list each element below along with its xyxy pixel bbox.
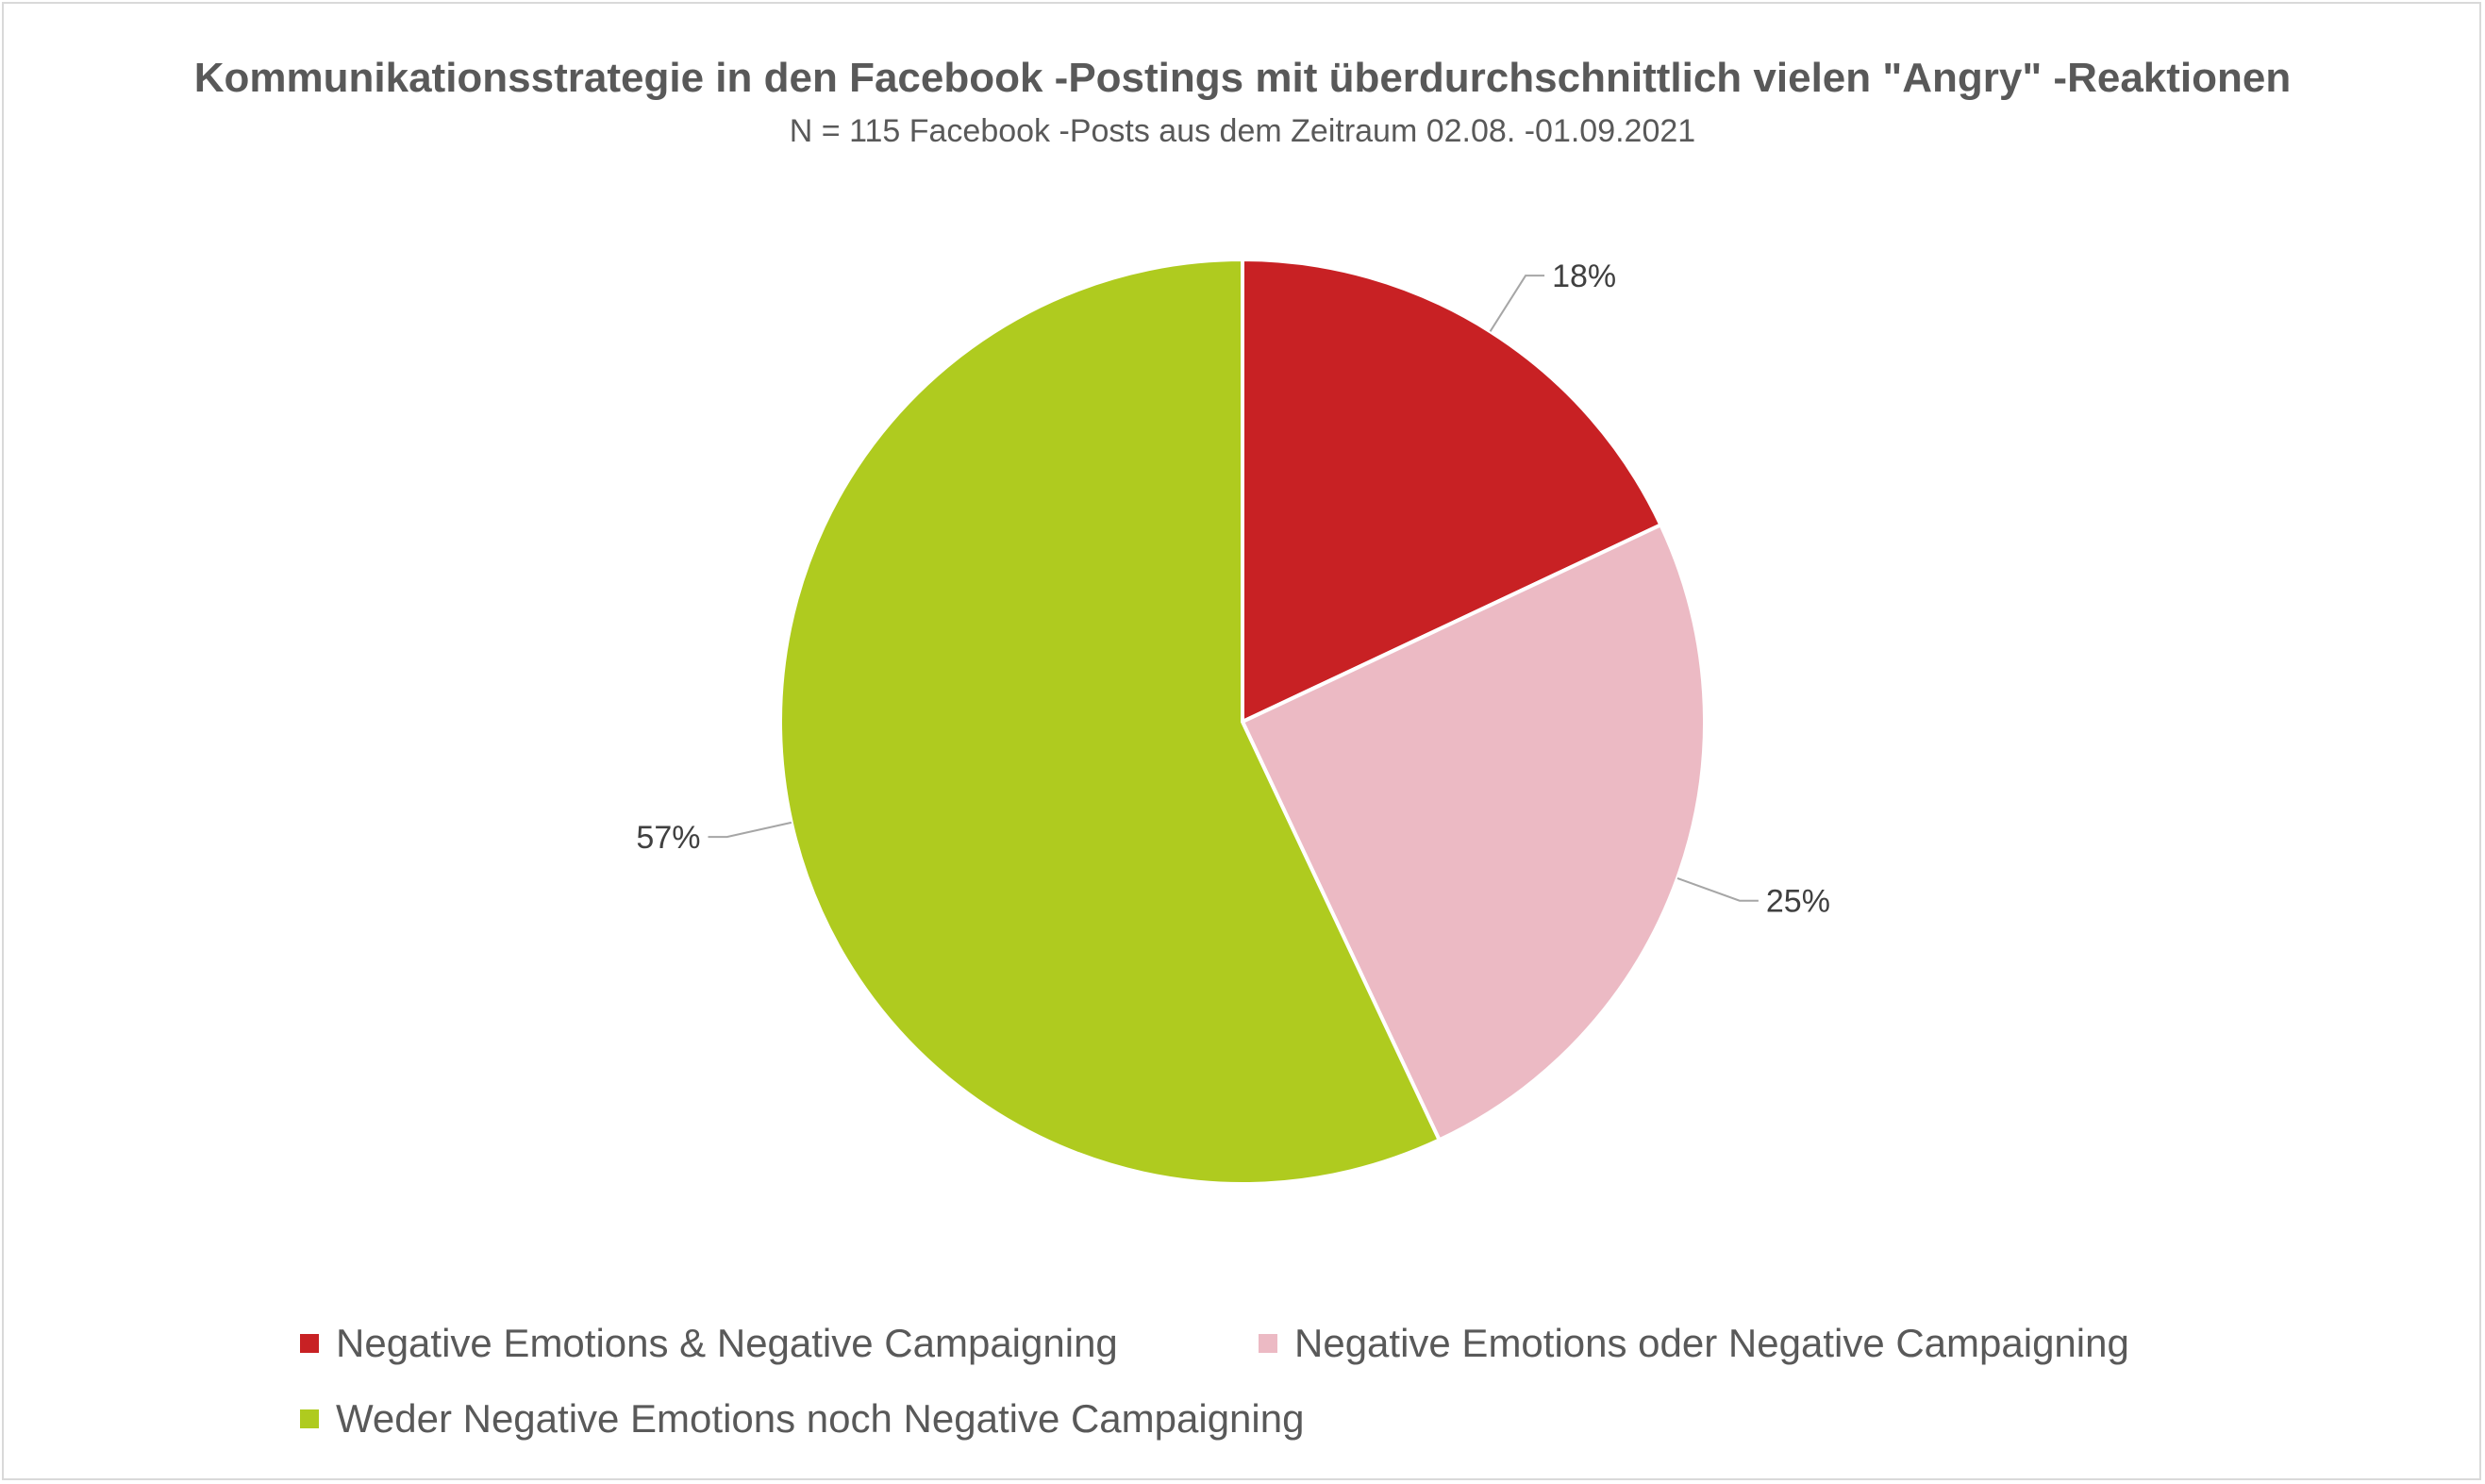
legend-label: Negative Emotions & Negative Campaigning (336, 1321, 1118, 1365)
slice-negative-emotions-and-campaigning (1241, 257, 1664, 725)
legend-swatch (300, 1409, 319, 1428)
data-label-57: 57% (636, 820, 700, 856)
data-label-25: 25% (1766, 884, 1830, 920)
legend-swatch (300, 1334, 319, 1353)
legend-item-negative-emotions-or-campaigning: Negative Emotions oder Negative Campaign… (1259, 1321, 2129, 1366)
chart-title: Kommunikationsstrategie in den Facebook … (193, 55, 2292, 101)
legend-item-neither: Weder Negative Emotions noch Negative Ca… (300, 1396, 1304, 1442)
legend-item-negative-emotions-and-campaigning: Negative Emotions & Negative Campaigning (300, 1321, 1118, 1366)
leader-line (708, 821, 792, 839)
legend-swatch (1259, 1334, 1277, 1353)
legend-label: Weder Negative Emotions noch Negative Ca… (336, 1396, 1305, 1441)
chart-subtitle: N = 115 Facebook -Posts aus dem Zeitraum… (789, 113, 1696, 149)
slice-neither (778, 257, 1443, 1186)
leader-line (1489, 275, 1545, 332)
data-label-18: 18% (1552, 258, 1616, 294)
leader-line (1676, 877, 1759, 902)
legend-label: Negative Emotions oder Negative Campaign… (1294, 1321, 2129, 1365)
